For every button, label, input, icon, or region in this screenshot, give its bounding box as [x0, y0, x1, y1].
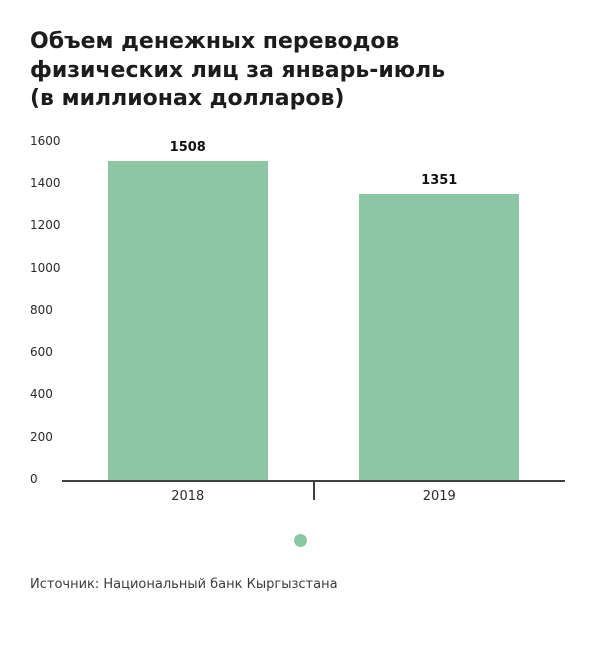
bar-group-2018: 1508	[62, 140, 314, 480]
source-caption: Источник: Национальный банк Кыргызстана	[30, 576, 338, 592]
y-tick-label: 600	[30, 345, 53, 360]
legend	[0, 533, 600, 547]
y-tick-label: 1400	[30, 176, 61, 191]
bars-container: 1508 1351	[62, 140, 566, 480]
chart-title-line: физических лиц за январь-июль	[30, 57, 446, 83]
y-tick-label: 200	[30, 429, 53, 444]
bar-value-label: 1508	[169, 140, 206, 156]
y-axis: 0 200 400 600 800 1000 1200 1400 1600	[30, 134, 62, 486]
plot-area: 1508 1351	[62, 140, 566, 500]
bar-value-label: 1351	[421, 173, 458, 189]
chart-title-line: Объем денежных переводов	[30, 29, 400, 54]
chart-title: Объем денежных переводов физических лиц …	[30, 28, 570, 114]
chart-title-line: (в миллионах долларов)	[30, 86, 345, 112]
y-tick-label: 400	[30, 387, 53, 402]
bar-2018	[107, 161, 268, 480]
x-axis-tick	[312, 479, 315, 500]
y-tick-label: 0	[30, 471, 38, 486]
y-tick-label: 1600	[30, 133, 61, 148]
bar-chart: 0 200 400 600 800 1000 1200 1400 1600 1508 1351 2…	[30, 134, 566, 504]
x-category-label: 2019	[422, 488, 456, 504]
y-tick-label: 1200	[30, 218, 61, 233]
y-tick-label: 800	[30, 302, 53, 317]
bar-group-2019: 1351	[314, 173, 566, 480]
x-axis-labels: 2018 2019	[62, 482, 565, 504]
x-category-label: 2018	[171, 488, 205, 504]
y-tick-label: 1000	[30, 260, 61, 275]
plot-column: 1508 1351 2018 2019	[62, 140, 566, 504]
legend-marker-icon	[293, 533, 307, 547]
bar-2019	[359, 194, 520, 480]
